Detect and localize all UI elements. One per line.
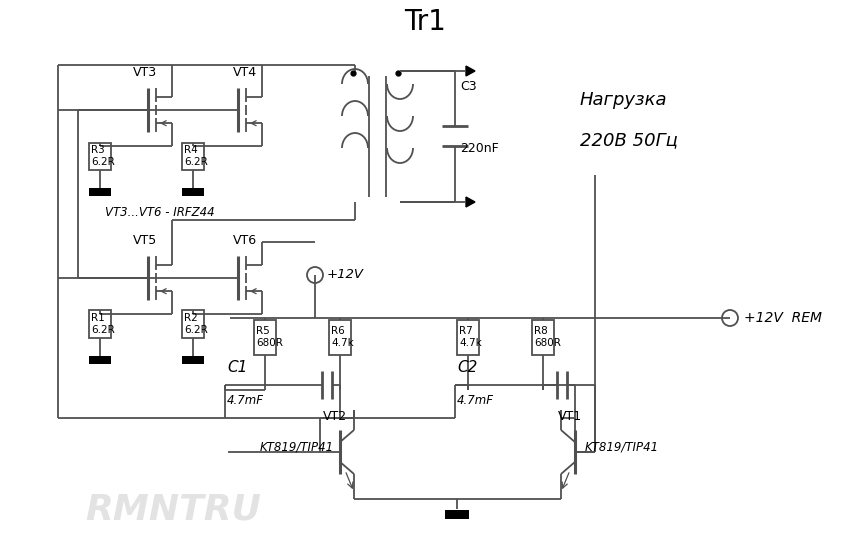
Text: R7
4.7k: R7 4.7k <box>459 326 482 348</box>
Bar <box>89 143 111 170</box>
Text: 4.7mF: 4.7mF <box>457 393 494 406</box>
Text: +12V  REM: +12V REM <box>744 311 822 325</box>
Bar <box>182 188 204 196</box>
Text: VT2: VT2 <box>323 411 347 424</box>
Text: KT819/TIP41: KT819/TIP41 <box>585 440 659 454</box>
Bar <box>182 356 204 364</box>
Text: C3: C3 <box>460 80 477 94</box>
Text: KT819/TIP41: KT819/TIP41 <box>260 440 334 454</box>
Text: VT1: VT1 <box>558 411 582 424</box>
Text: R1
6.2R: R1 6.2R <box>91 313 115 335</box>
Text: VT3...VT6 - IRFZ44: VT3...VT6 - IRFZ44 <box>105 205 214 219</box>
Circle shape <box>722 310 738 326</box>
Bar <box>445 510 469 519</box>
Text: VT6: VT6 <box>233 234 257 248</box>
Bar <box>329 320 351 355</box>
Polygon shape <box>466 197 475 207</box>
Text: RMNTRU: RMNTRU <box>85 493 261 527</box>
Bar <box>182 143 204 170</box>
Bar <box>254 320 276 355</box>
Text: R4
6.2R: R4 6.2R <box>184 145 207 167</box>
Bar <box>532 320 554 355</box>
Text: Нагрузка: Нагрузка <box>580 91 667 109</box>
Text: C1: C1 <box>227 359 247 374</box>
Text: R3
6.2R: R3 6.2R <box>91 145 115 167</box>
Text: +12V: +12V <box>327 268 364 281</box>
Text: R2
6.2R: R2 6.2R <box>184 313 207 335</box>
Text: R8
680R: R8 680R <box>534 326 561 348</box>
Text: VT4: VT4 <box>233 66 257 79</box>
Text: R6
4.7k: R6 4.7k <box>331 326 354 348</box>
Text: 4.7mF: 4.7mF <box>227 393 264 406</box>
Text: Tr1: Tr1 <box>404 8 446 36</box>
Text: R5
680R: R5 680R <box>256 326 283 348</box>
Text: VT3: VT3 <box>133 66 157 79</box>
Text: C2: C2 <box>457 359 478 374</box>
Bar <box>89 356 111 364</box>
Bar <box>89 188 111 196</box>
Circle shape <box>307 267 323 283</box>
Text: VT5: VT5 <box>133 234 157 248</box>
Bar <box>89 310 111 338</box>
Text: 220nF: 220nF <box>460 142 499 155</box>
Bar <box>457 320 479 355</box>
Bar <box>182 310 204 338</box>
Polygon shape <box>466 66 475 76</box>
Text: 220В 50Гц: 220В 50Гц <box>580 131 677 149</box>
